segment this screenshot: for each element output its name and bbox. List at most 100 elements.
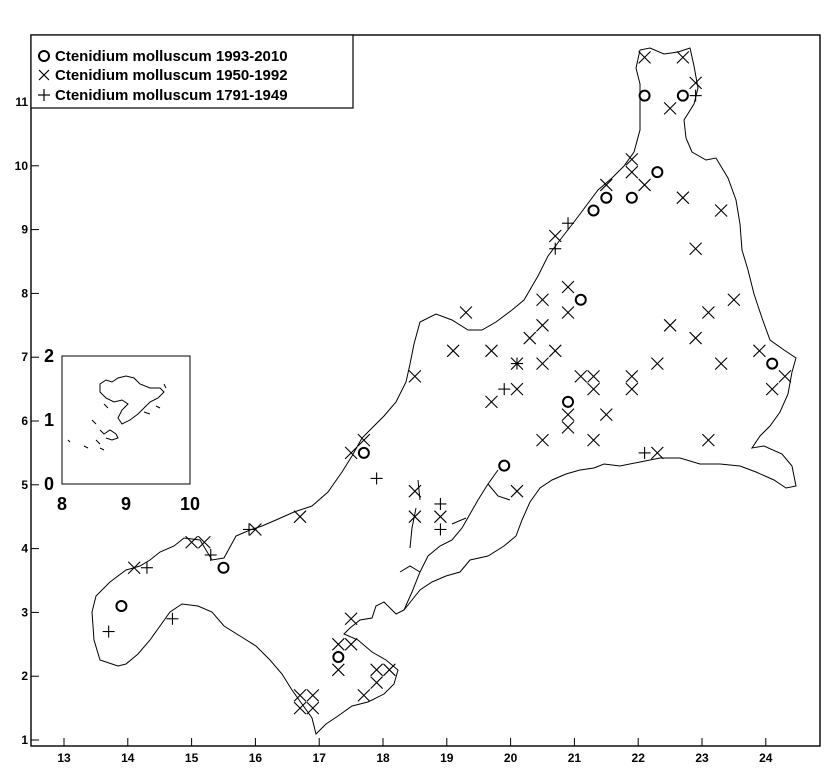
record-1791-1949-marker — [243, 523, 256, 536]
y-tick-label: 9 — [21, 223, 28, 237]
record-1993-2010-marker — [625, 191, 638, 204]
inset-y-tick-label: 0 — [44, 474, 54, 494]
record-1950-1992-marker — [293, 701, 307, 715]
inset-x-tick-label: 10 — [180, 494, 200, 514]
y-tick-label: 8 — [21, 286, 28, 300]
x-tick-label: 17 — [313, 751, 327, 765]
record-1950-1992-marker — [382, 663, 396, 677]
y-tick-label: 6 — [21, 414, 28, 428]
record-1950-1992-marker — [561, 408, 575, 422]
record-1950-1992-marker — [293, 688, 307, 702]
record-1950-1992-marker — [689, 331, 703, 345]
record-1993-2010-marker — [766, 357, 779, 370]
record-1950-1992-marker — [638, 50, 651, 64]
record-1950-1992-marker — [127, 561, 141, 575]
record-1950-1992-marker — [344, 637, 358, 651]
record-1950-1992-marker — [197, 535, 211, 549]
y-tick-label: 5 — [21, 478, 28, 492]
legend-label-1950-1992: Ctenidium molluscum 1950-1992 — [55, 67, 288, 84]
record-1950-1992-marker — [625, 153, 639, 166]
y-axis: 1 2 3 4 5 6 7 8 9 10 11 — [15, 95, 39, 747]
record-1950-1992-marker — [714, 204, 728, 217]
record-1950-1992-marker — [485, 395, 498, 409]
record-1950-1992-marker — [408, 369, 422, 383]
record-1950-1992-marker — [249, 523, 262, 536]
record-1950-1992-marker — [370, 663, 384, 677]
y-tick-label: 3 — [21, 605, 28, 619]
x-tick-label: 24 — [759, 751, 773, 765]
y-tick-label: 11 — [15, 95, 28, 109]
record-1791-1949-marker — [370, 472, 383, 485]
record-1950-1992-marker — [293, 510, 307, 524]
record-1993-2010-marker — [498, 459, 511, 472]
record-1950-1992-marker — [523, 331, 537, 345]
record-1791-1949-marker — [638, 446, 651, 459]
record-1950-1992-marker — [331, 637, 345, 651]
x-tick-label: 21 — [568, 751, 582, 765]
record-1950-1992-marker — [714, 357, 728, 370]
x-tick-label: 15 — [185, 751, 199, 765]
record-1791-1949-marker — [498, 383, 511, 396]
record-1950-1992-marker — [446, 344, 460, 358]
record-1950-1992-marker — [625, 165, 639, 179]
legend-box — [30, 34, 354, 109]
record-1993-2010-marker — [651, 166, 664, 179]
record-1791-1949-marker — [434, 497, 447, 510]
record-1791-1949-marker — [689, 89, 702, 102]
record-1791-1949-marker — [102, 625, 115, 638]
record-1993-2010-marker — [574, 293, 587, 306]
record-1950-1992-marker — [344, 612, 358, 626]
record-1950-1992-marker — [306, 688, 320, 702]
legend-circle-marker — [38, 50, 50, 62]
record-1950-1992-marker — [765, 382, 779, 396]
record-1950-1992-marker — [587, 369, 600, 383]
record-1950-1992-marker — [701, 306, 715, 319]
record-1993-2010-marker — [217, 561, 230, 574]
record-1950-1992-marker — [331, 663, 345, 677]
markers — [102, 50, 792, 715]
x-axis: 13 14 15 16 17 18 19 20 21 22 23 24 — [57, 738, 773, 765]
inset-islands — [67, 375, 167, 451]
record-1791-1949-marker — [434, 523, 447, 536]
record-1791-1949-marker — [204, 548, 217, 561]
record-1950-1992-marker — [587, 433, 600, 447]
inset-map: 8 9 10 0 1 2 — [44, 346, 200, 514]
y-tick-label: 2 — [21, 669, 28, 683]
record-1950-1992-marker — [408, 484, 422, 498]
inset-y-tick-label: 1 — [44, 410, 54, 430]
record-1993-2010-marker — [587, 204, 600, 217]
record-1950-1992-marker — [185, 535, 198, 549]
record-1950-1992-marker — [689, 76, 703, 90]
inset-x-tick-label: 8 — [57, 494, 67, 514]
record-1950-1992-marker — [408, 510, 422, 524]
estuary — [399, 469, 511, 611]
record-1791-1949-marker — [549, 242, 562, 255]
record-1950-1992-marker — [701, 433, 715, 447]
record-1993-2010-marker — [600, 191, 613, 204]
record-1791-1949-marker — [510, 357, 523, 370]
record-1950-1992-marker — [587, 382, 600, 396]
coastline — [91, 47, 797, 735]
record-1950-1992-marker — [510, 382, 524, 396]
record-1950-1992-marker — [689, 242, 703, 256]
y-tick-label: 10 — [15, 159, 29, 173]
record-1950-1992-marker — [625, 369, 639, 383]
record-1950-1992-marker — [536, 293, 549, 307]
x-tick-label: 22 — [632, 751, 646, 765]
inset-frame — [61, 355, 191, 485]
legend: Ctenidium molluscum 1993-2010 Ctenidium … — [30, 34, 354, 109]
record-1950-1992-marker — [753, 344, 766, 358]
record-1950-1992-marker — [574, 369, 588, 383]
record-1950-1992-marker — [536, 318, 549, 332]
legend-label-1791-1949: Ctenidium molluscum 1791-1949 — [55, 87, 288, 104]
record-1950-1992-marker — [561, 420, 575, 434]
x-tick-label: 14 — [121, 751, 135, 765]
record-1993-2010-marker — [638, 89, 651, 102]
record-1993-2010-marker — [357, 446, 370, 459]
record-1993-2010-marker — [562, 395, 575, 408]
record-1993-2010-marker — [332, 651, 345, 664]
x-tick-label: 16 — [249, 751, 263, 765]
record-1950-1992-marker — [536, 357, 549, 370]
record-1950-1992-marker — [599, 408, 613, 422]
